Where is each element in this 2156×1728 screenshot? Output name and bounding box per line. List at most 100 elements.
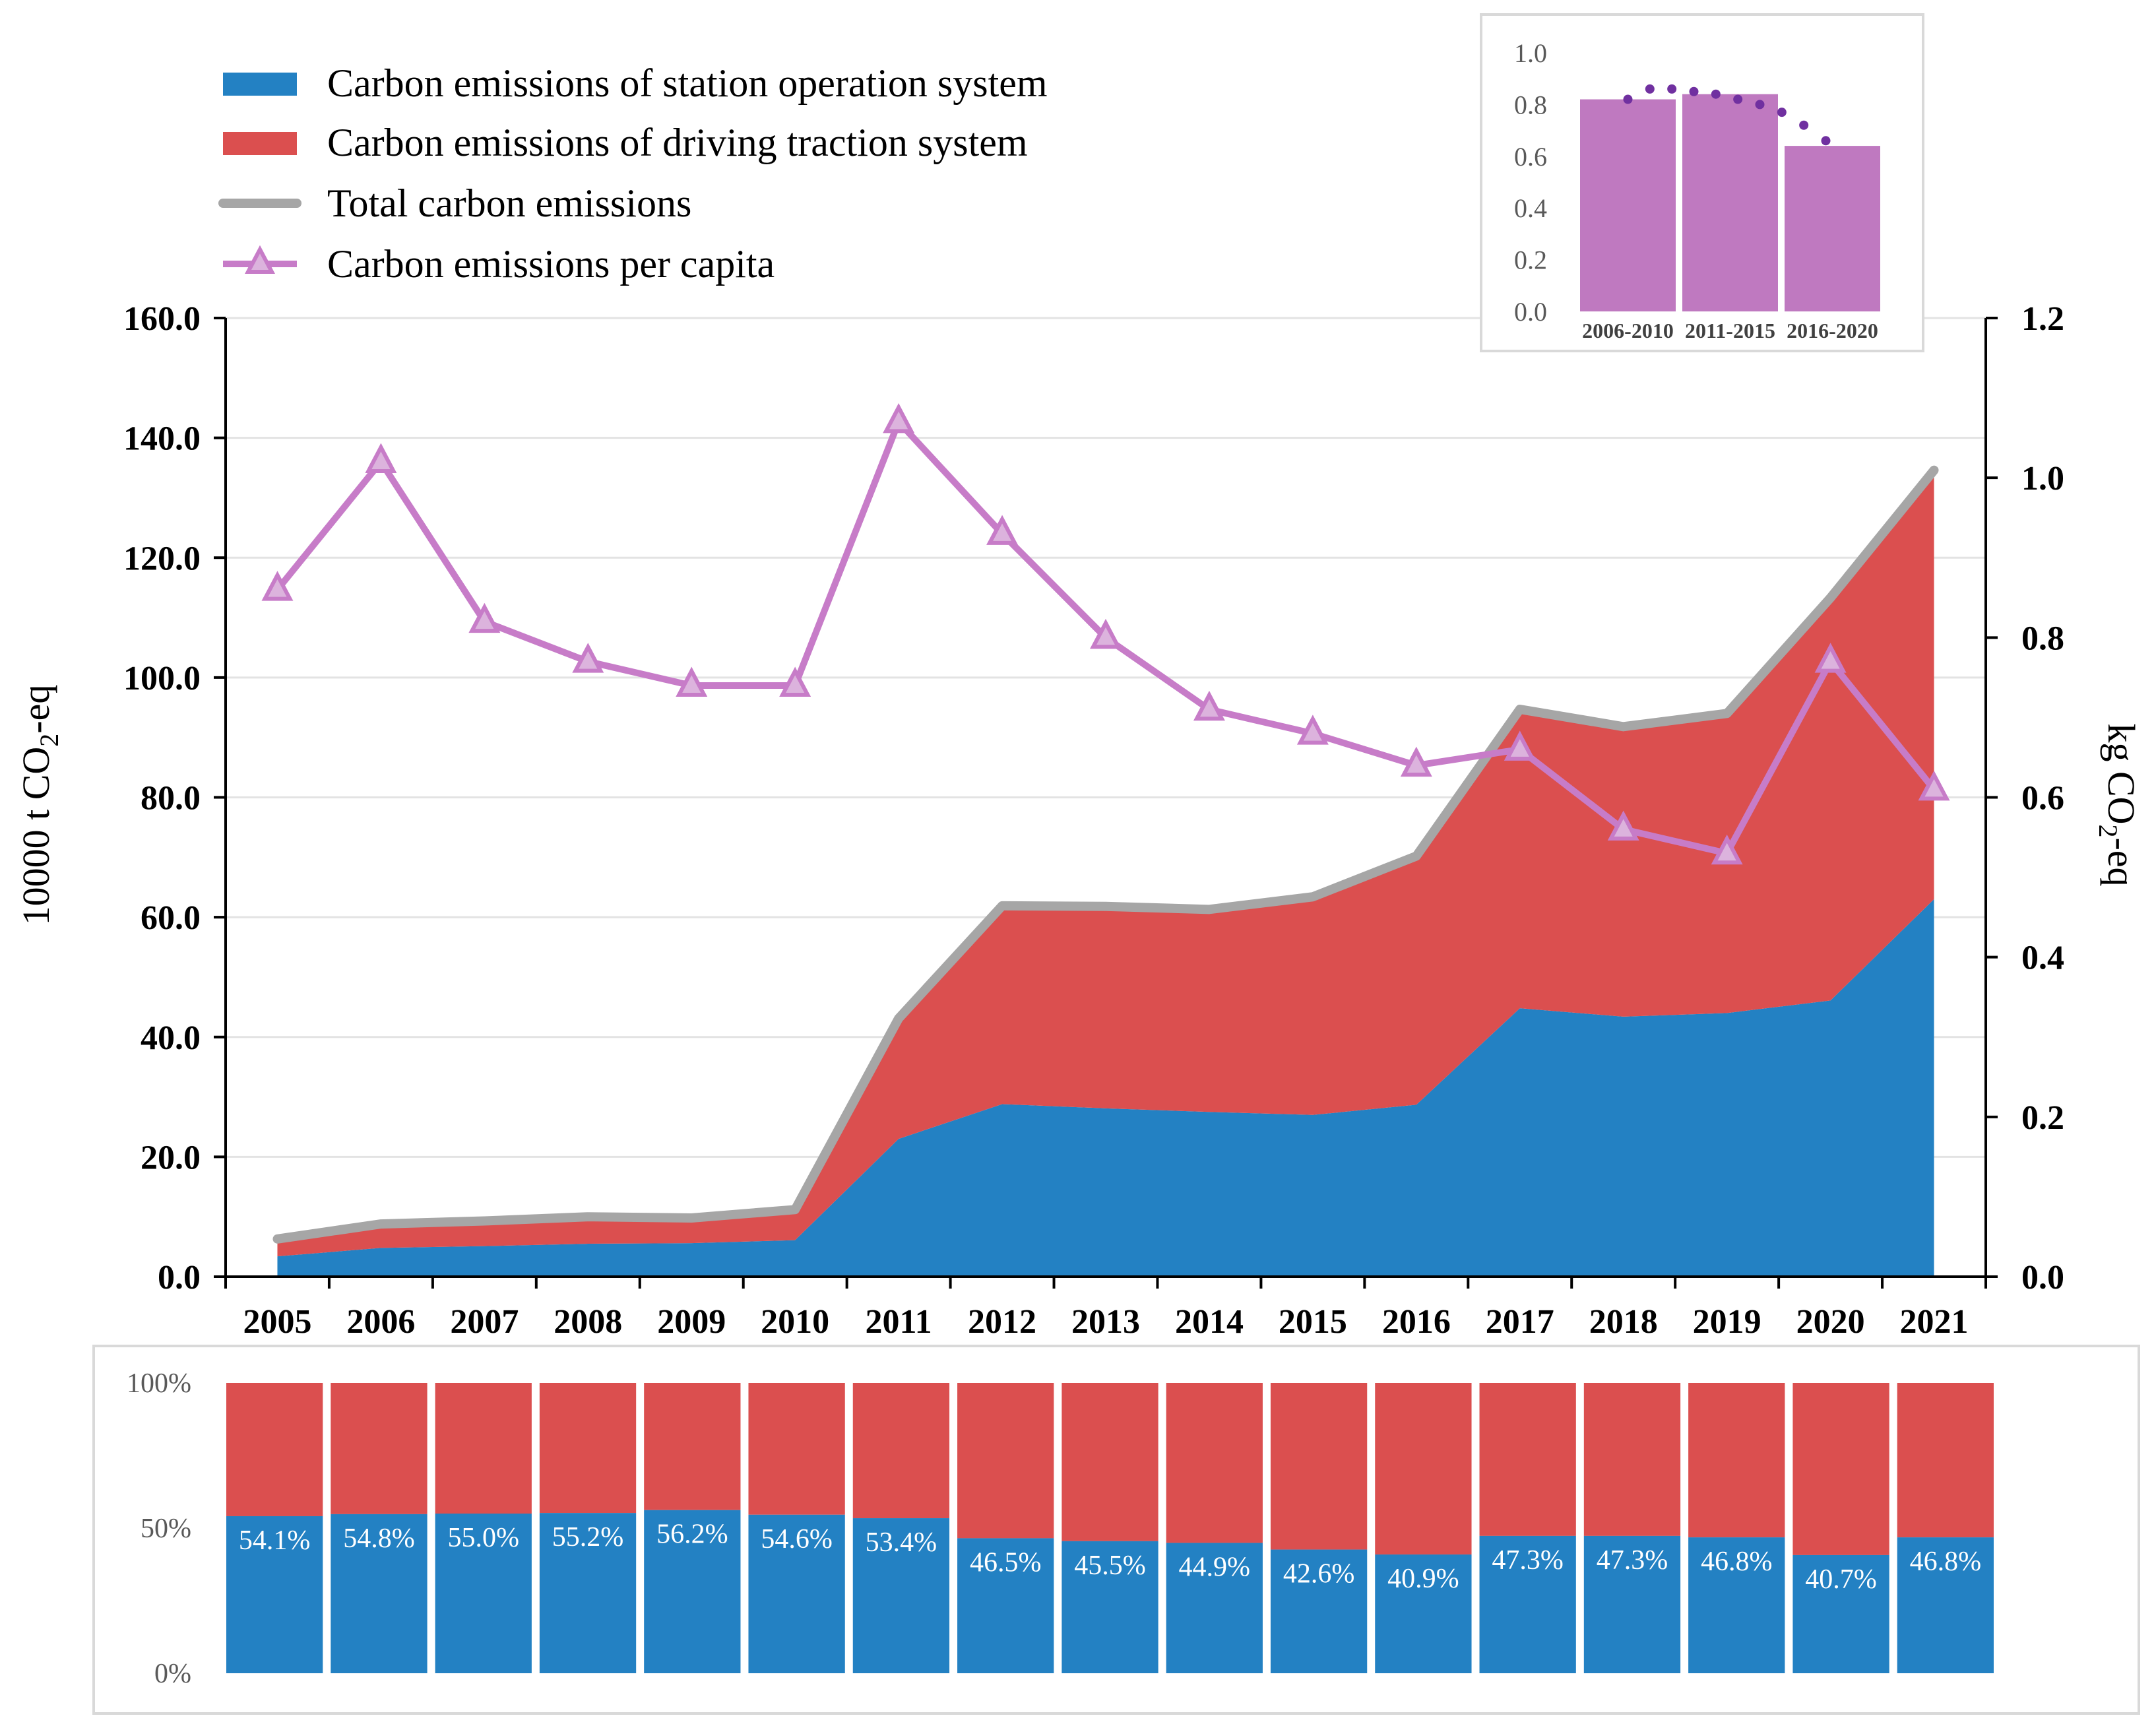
inset-bars [1580,94,1880,311]
legend-label-per-capita: Carbon emissions per capita [327,242,775,286]
per-capita-marker [1193,690,1225,721]
share-bar-traction [852,1383,950,1519]
share-bar-station [539,1513,637,1673]
main-stacked-areas [277,470,1934,1277]
inset-trend-dot [1733,94,1743,104]
share-bar-station [1375,1554,1472,1673]
share-y-tick-label: 100% [127,1368,191,1399]
legend-label-total: Total carbon emissions [327,181,691,225]
left-y-axis-label: 10000 t CO2-eq [15,685,64,926]
x-tick-label: 2005 [243,1303,311,1341]
inset-y-tick-label: 0.2 [1514,245,1547,275]
x-tick-label: 2017 [1486,1303,1554,1341]
inset-trend-dot [1623,94,1633,104]
left-y-tick-label: 0.0 [158,1259,201,1296]
share-bar-traction [1270,1383,1368,1550]
legend-swatch-station [223,73,297,96]
left-y-tick-labels: 0.0 20.0 40.0 60.0 80.0 100.0 120.0 140.0 160.0 [123,300,201,1296]
right-y-tick-label: 0.8 [2021,620,2064,657]
legend-swatch-traction [223,132,297,155]
share-bar-traction [435,1383,532,1514]
inset-trend-dot [1689,86,1699,96]
x-tick-label: 2016 [1382,1303,1451,1341]
main-axes [214,317,1998,1289]
left-y-tick-label: 40.0 [141,1019,201,1057]
inset-x-tick-label: 2011-2015 [1685,319,1775,342]
right-y-axis-label: kg CO2-eq [2093,723,2143,886]
per-capita-marker [1711,834,1743,865]
share-data-label: 44.9% [1179,1552,1251,1582]
inset-trend-dots [1623,84,1831,146]
share-bar-traction [957,1383,1054,1539]
inset-bar [1682,94,1778,311]
inset-y-tick-label: 0.0 [1514,297,1547,327]
share-data-label: 53.4% [866,1527,937,1558]
per-capita-line-group [261,402,1950,865]
right-y-tick-label: 0.4 [2021,940,2064,977]
share-bar-station [1792,1554,1889,1673]
legend-item-per-capita: Carbon emissions per capita [223,242,775,286]
share-data-label: 55.2% [552,1522,624,1552]
share-bar-traction [1062,1383,1158,1541]
share-y-tick-label: 50% [141,1514,191,1544]
share-bar-traction [1688,1383,1785,1538]
right-y-tick-label: 1.0 [2021,460,2064,497]
share-data-label: 56.2% [656,1520,728,1550]
per-capita-marker [676,666,708,697]
share-bar-traction [644,1383,741,1510]
share-data-labels: 54.1% 54.8% 55.0% 55.2% 56.2% 54.6% 53.4% 46.5%… [239,1520,1981,1595]
share-bars [226,1383,1994,1673]
share-bar-station [748,1514,845,1673]
x-tick-label: 2010 [761,1303,829,1341]
x-tick-label: 2007 [450,1303,519,1341]
x-tick-label: 2018 [1589,1303,1658,1341]
legend-swatch-per-capita-marker [245,245,275,274]
share-data-label: 45.5% [1074,1551,1146,1581]
share-data-label: 46.5% [970,1547,1042,1578]
right-y-tick-label: 0.0 [2021,1259,2064,1296]
per-capita-marker [883,402,915,433]
share-bar-station [852,1518,950,1673]
per-capita-marker [986,515,1019,545]
x-tick-label: 2021 [1900,1303,1969,1341]
inset-bar [1580,99,1676,311]
share-bar-station [226,1516,323,1673]
share-data-label: 46.8% [1910,1547,1982,1577]
share-bar-traction [331,1383,428,1514]
total-line-group [272,465,1939,1244]
share-bar-station [1897,1537,1994,1673]
share-bar-station [1688,1537,1785,1673]
share-data-label: 46.8% [1701,1547,1773,1577]
per-capita-marker [1504,730,1536,761]
per-capita-marker [1400,746,1432,777]
share-bar-traction [1166,1383,1263,1543]
share-bar-traction [539,1383,637,1514]
x-tick-label: 2011 [866,1303,932,1341]
share-bar-station [957,1538,1054,1673]
right-y-tick-labels: 0.0 0.2 0.4 0.6 0.8 1.0 1.2 [2021,300,2064,1296]
inset-trend-dot [1667,84,1677,94]
per-capita-marker [779,666,811,697]
share-bar-station [1479,1535,1576,1673]
per-capita-marker [572,643,604,673]
x-tick-label: 2015 [1279,1303,1347,1341]
share-data-label: 47.3% [1597,1545,1668,1576]
inset-y-tick-label: 1.0 [1514,38,1547,68]
inset-x-tick-labels: 2006-2010 2011-2015 2016-2020 [1582,319,1878,342]
inset-chart: 0.0 0.2 0.4 0.6 0.8 1.0 2006-2010 2011-2015 201… [1480,13,1924,352]
inset-y-tick-labels: 0.0 0.2 0.4 0.6 0.8 1.0 [1514,38,1547,327]
left-y-tick-label: 120.0 [123,540,201,577]
share-bar-traction [1792,1383,1889,1555]
left-y-tick-label: 100.0 [123,660,201,697]
per-capita-marker [261,571,294,601]
x-tick-labels: 2005 2006 2007 2008 2009 2010 2011 2012 2013 2014… [243,1303,1968,1341]
left-y-tick-label: 20.0 [141,1139,201,1176]
share-bar-station [1583,1535,1681,1673]
inset-trend-dot [1821,136,1831,146]
inset-y-tick-label: 0.8 [1514,90,1547,119]
area-driving-traction [277,470,1934,1257]
x-tick-label: 2019 [1693,1303,1761,1341]
share-chart: 0% 50% 100% 54.1% 54.8% 55.0% 55.2% 56.2% 54.6%… [92,1345,2140,1715]
right-y-tick-label: 0.2 [2021,1099,2064,1137]
